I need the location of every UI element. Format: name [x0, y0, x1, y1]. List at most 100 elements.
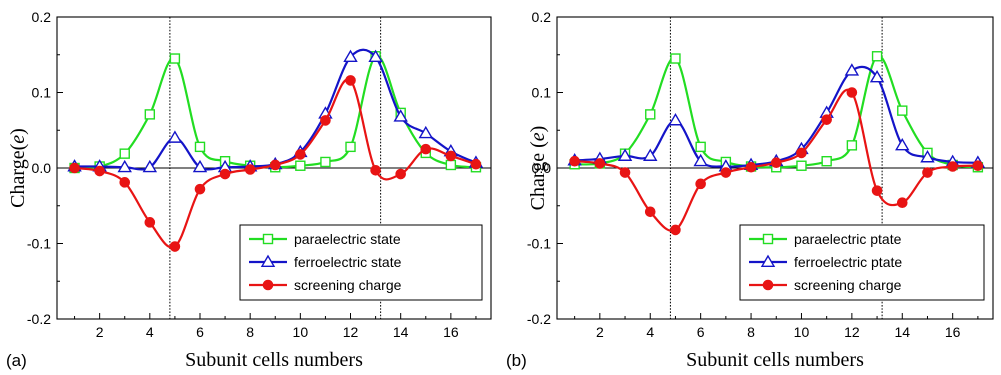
chart-panel-a: 2 4 6 8 10 12 14 16 -0.2 -0.1 0.0 0.1 0.2 Subunit cel… [6, 9, 492, 371]
data-point [745, 161, 757, 173]
data-point [119, 177, 131, 188]
data-point [445, 150, 457, 162]
data-point [869, 70, 885, 83]
data-point [645, 109, 656, 120]
x-tick-label: 4 [646, 324, 654, 340]
data-point [295, 149, 306, 160]
legend-label: screening charge [794, 277, 902, 293]
data-point [972, 160, 984, 172]
legend-marker [260, 254, 276, 268]
data-point [947, 161, 958, 172]
data-point [617, 148, 633, 161]
data-point [418, 125, 433, 139]
data-point [922, 167, 933, 178]
data-point [668, 113, 683, 126]
x-axis-title: Subunit cells numbers [185, 349, 363, 371]
series-ferroelectric-ptate [567, 63, 986, 172]
data-point [169, 53, 181, 64]
data-point [370, 164, 381, 176]
x-tick-label: 14 [393, 324, 409, 340]
series-line [74, 55, 477, 170]
x-tick-label: 8 [246, 324, 254, 340]
legend-label: screening charge [294, 277, 402, 293]
data-point [896, 197, 908, 209]
y-tick-label: 0.0 [32, 160, 52, 176]
panel-label: (b) [506, 351, 527, 370]
legend-marker [262, 233, 274, 245]
data-point [343, 49, 358, 63]
data-point [846, 140, 858, 151]
panel-label: (a) [6, 351, 27, 370]
data-point [871, 185, 883, 196]
data-point [420, 143, 432, 155]
data-point [169, 241, 181, 252]
legend-marker [760, 254, 776, 268]
y-tick-label: -0.2 [527, 311, 551, 327]
data-point [194, 183, 206, 195]
series-screening-charge [69, 75, 482, 252]
data-point [846, 87, 858, 98]
data-point [345, 141, 356, 153]
y-tick-label: 0.1 [532, 85, 552, 101]
data-point [94, 165, 105, 177]
data-point [821, 156, 832, 167]
x-tick-label: 8 [747, 324, 755, 340]
data-point [144, 217, 156, 228]
legend-marker [762, 233, 774, 245]
y-axis-title-main: Charge( [7, 143, 29, 207]
legend-marker [762, 279, 774, 291]
data-point [470, 158, 482, 170]
x-tick-label: 2 [96, 324, 104, 340]
data-point [142, 159, 158, 173]
legend: paraelectric ptate ferroelectric ptate scr… [739, 224, 985, 301]
x-tick-label: 10 [794, 324, 810, 340]
data-point [144, 109, 156, 120]
series-line [74, 48, 477, 171]
x-tick-label: 16 [443, 324, 459, 340]
x-axis-title: Subunit cells numbers [686, 349, 864, 371]
y-axis-title-tail: ) [527, 126, 549, 133]
data-point [693, 153, 708, 167]
legend-entry: ferroelectric state [249, 254, 402, 270]
y-axis-title-unit: e [527, 132, 549, 141]
data-point [395, 168, 406, 180]
data-point [219, 168, 231, 180]
series-line [574, 54, 978, 169]
series-screening-charge [569, 87, 984, 236]
data-point [445, 159, 457, 171]
data-point [897, 105, 908, 116]
x-tick-label: 10 [293, 324, 309, 340]
data-point [194, 141, 206, 153]
x-tick-label: 14 [894, 324, 910, 340]
data-point [117, 159, 132, 173]
data-point [119, 148, 130, 159]
data-point [244, 164, 256, 175]
data-point [844, 63, 860, 76]
data-point [167, 130, 183, 143]
x-tick-label: 6 [196, 324, 204, 340]
y-tick-label: -0.2 [27, 311, 51, 327]
data-point [821, 114, 832, 125]
y-axis-title-tail: ) [7, 128, 29, 135]
legend-entry: ferroelectric ptate [749, 254, 902, 270]
x-tick-label: 16 [945, 324, 961, 340]
y-axis-title-main: Charge ( [527, 141, 549, 210]
y-tick-label: -0.1 [527, 236, 551, 252]
legend-label: paraelectric state [294, 231, 401, 247]
data-point [695, 178, 706, 190]
data-point [594, 158, 606, 169]
x-tick-label: 2 [596, 324, 604, 340]
y-tick-label: 0.0 [532, 160, 552, 176]
y-tick-label: 0.2 [532, 9, 552, 25]
data-point [320, 115, 331, 126]
y-axis-title: Charge(e) [7, 128, 29, 208]
y-axis-title: Charge (e) [527, 126, 549, 211]
data-point [770, 157, 782, 169]
data-point [295, 160, 306, 171]
data-point [368, 49, 383, 63]
data-point [796, 147, 807, 159]
legend-entry: screening charge [749, 277, 902, 293]
legend-label: ferroelectric state [294, 254, 402, 270]
data-point [69, 162, 80, 174]
